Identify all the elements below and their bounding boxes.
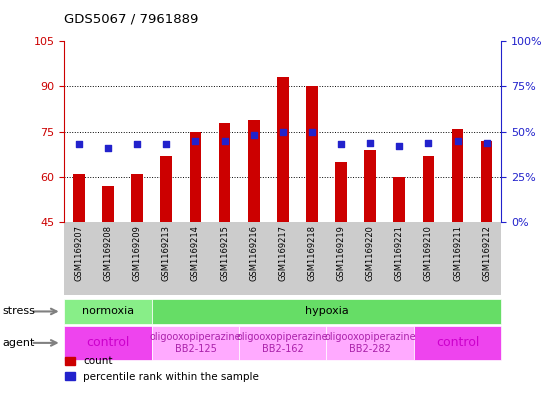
Bar (161, 156, 172, 222)
Bar (102, 186, 114, 222)
Text: hypoxia: hypoxia (305, 307, 348, 316)
Point (191, 138, 200, 144)
Bar (335, 162, 347, 222)
Point (453, 138, 462, 144)
Text: oligooxopiperazine
BB2-282: oligooxopiperazine BB2-282 (324, 332, 416, 354)
Text: oligooxopiperazine
BB2-125: oligooxopiperazine BB2-125 (150, 332, 241, 354)
Bar (365, 150, 376, 222)
Point (482, 140, 491, 146)
Point (395, 143, 404, 149)
Bar (248, 119, 259, 222)
Point (104, 145, 113, 151)
Point (74, 141, 83, 147)
Bar (190, 132, 201, 222)
Point (249, 132, 258, 138)
Point (162, 141, 171, 147)
Text: GDS5067 / 7961889: GDS5067 / 7961889 (64, 13, 199, 26)
Bar (306, 86, 318, 222)
Text: control: control (436, 336, 479, 349)
Point (220, 138, 229, 144)
Point (337, 141, 346, 147)
Bar (394, 177, 405, 222)
Text: oligooxopiperazine
BB2-162: oligooxopiperazine BB2-162 (237, 332, 329, 354)
Point (307, 129, 316, 135)
Text: agent: agent (3, 338, 35, 348)
Bar (132, 174, 143, 222)
Bar (277, 77, 288, 222)
Legend: count, percentile rank within the sample: count, percentile rank within the sample (61, 352, 263, 386)
Point (278, 129, 287, 135)
Bar (452, 129, 463, 222)
Bar (423, 156, 434, 222)
Bar (73, 174, 85, 222)
Point (366, 140, 375, 146)
Bar (481, 141, 492, 222)
Text: stress: stress (3, 307, 36, 316)
Text: normoxia: normoxia (82, 307, 134, 316)
Point (424, 140, 433, 146)
Text: control: control (86, 336, 130, 349)
Bar (219, 123, 230, 222)
Point (133, 141, 142, 147)
